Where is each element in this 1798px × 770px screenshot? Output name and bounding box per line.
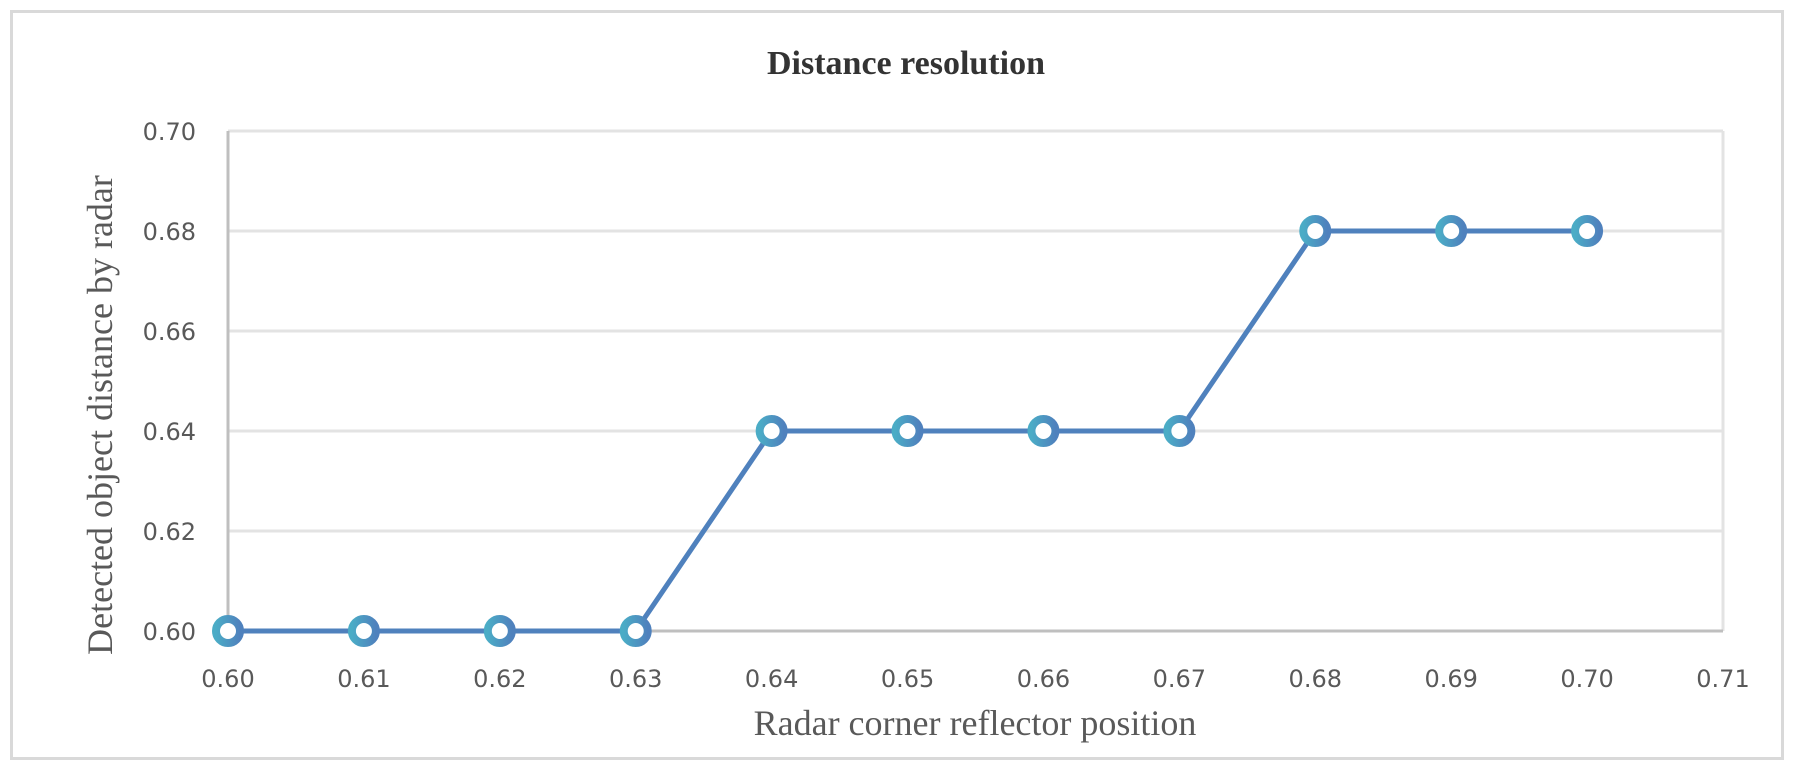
x-tick-label: 0.64 (745, 665, 798, 693)
data-point-marker (347, 615, 380, 647)
chart-frame (10, 10, 1784, 760)
x-tick-label: 0.65 (881, 665, 934, 693)
data-point-marker (1163, 415, 1196, 447)
data-point-marker (1435, 215, 1468, 247)
data-point-marker (891, 415, 924, 447)
y-tick-label: 0.70 (143, 118, 196, 146)
x-tick-label: 0.60 (201, 665, 254, 693)
x-axis-title: Radar corner reflector position (754, 703, 1197, 743)
x-tick-label: 0.61 (337, 665, 390, 693)
data-point-marker (1027, 415, 1060, 447)
x-tick-label: 0.62 (473, 665, 526, 693)
y-axis-title: Detected object distance by radar (80, 175, 120, 655)
y-tick-label: 0.66 (143, 318, 196, 346)
y-tick-label: 0.68 (143, 218, 196, 246)
x-tick-label: 0.63 (609, 665, 662, 693)
data-point-marker (1299, 215, 1332, 247)
y-tick-label: 0.64 (143, 418, 196, 446)
x-tick-label: 0.69 (1424, 665, 1477, 693)
y-tick-label: 0.62 (143, 518, 196, 546)
data-point-marker (619, 615, 652, 647)
data-point-marker (483, 615, 516, 647)
y-tick-label: 0.60 (143, 618, 196, 646)
x-tick-label: 0.68 (1289, 665, 1342, 693)
x-tick-label: 0.66 (1017, 665, 1070, 693)
data-point-marker (212, 615, 244, 647)
x-tick-label: 0.70 (1560, 665, 1613, 693)
data-point-marker (755, 415, 788, 447)
x-tick-label: 0.71 (1696, 665, 1749, 693)
data-point-marker (1571, 215, 1604, 247)
chart-title: Distance resolution (767, 45, 1045, 82)
x-tick-label: 0.67 (1153, 665, 1206, 693)
